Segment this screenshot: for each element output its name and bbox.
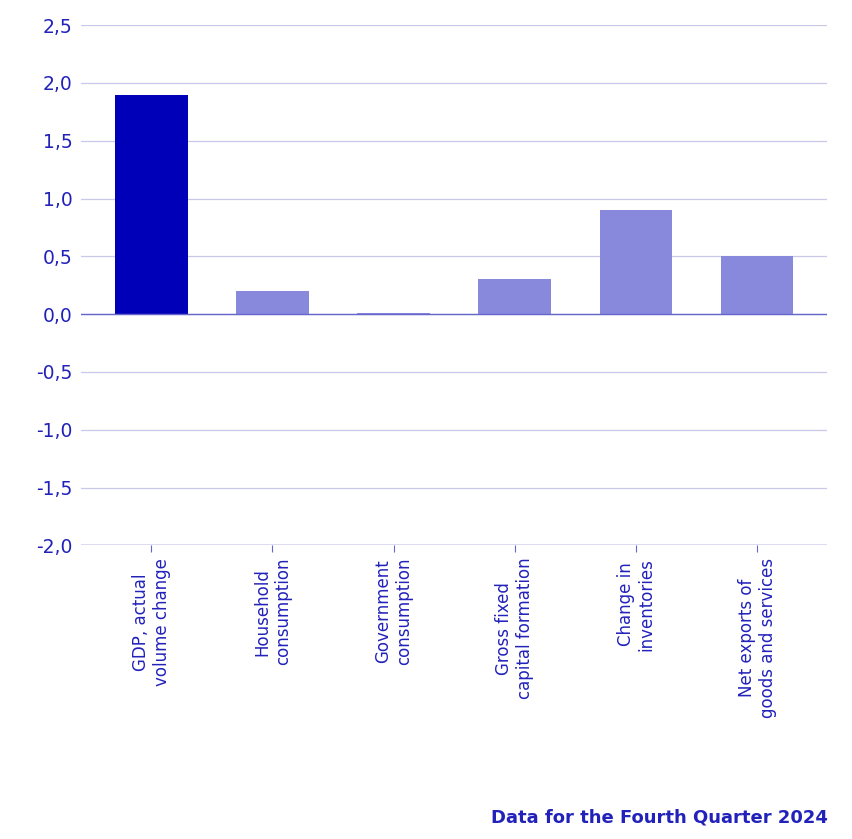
Bar (357, 313, 429, 314)
Bar (478, 279, 550, 314)
Bar (599, 210, 671, 314)
Bar (720, 257, 792, 314)
Bar (236, 291, 308, 314)
Text: Data for the Fourth Quarter 2024: Data for the Fourth Quarter 2024 (490, 809, 826, 826)
Bar (115, 95, 187, 314)
